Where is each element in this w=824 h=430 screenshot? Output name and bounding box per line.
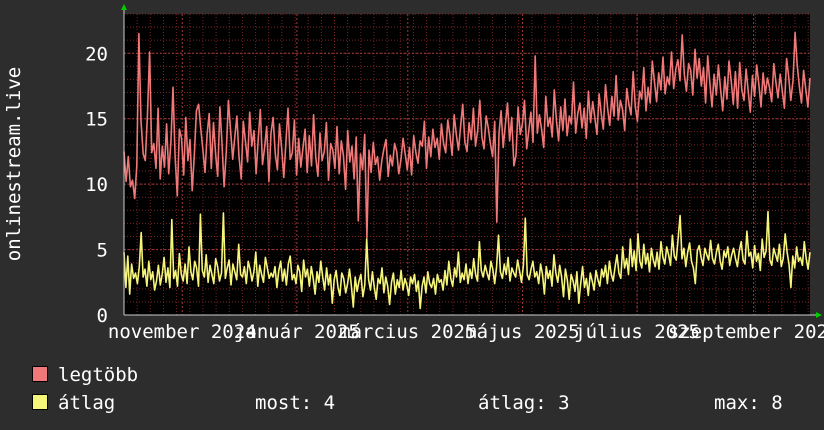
series-line-avg [123,210,811,310]
y-tick-label: 5 [97,240,108,262]
legend-row-max: legtöbb [32,362,812,390]
y-tick-label: 15 [85,109,108,131]
y-tick-label: 20 [85,43,108,65]
legend-swatch-avg [32,394,48,410]
x-tick-label: január 2025 [234,321,360,343]
x-tick-label: július 2025 [574,321,700,343]
series-line-max [123,31,811,239]
legend: legtöbb átlag most: 4 átlag: 3 max: 8 [32,362,812,418]
legend-row-avg: átlag most: 4 átlag: 3 max: 8 [32,390,812,418]
legend-label-avg: átlag [58,392,116,414]
stat-average: átlag: 3 [478,392,570,414]
x-tick-label: március 2025 [339,321,476,343]
legend-label-max: legtöbb [58,364,139,386]
x-axis-arrow [816,312,822,318]
y-tick-label: 0 [97,305,108,327]
y-axis-label: onlinestream.live [3,67,25,261]
y-axis-arrow [121,4,127,10]
legend-swatch-max [32,366,48,382]
x-tick-label: május 2025 [465,321,579,343]
y-tick-label: 10 [85,174,108,196]
x-tick-label: november 2024 [108,321,257,343]
stat-current: most: 4 [255,392,336,414]
stat-max: max: 8 [714,392,783,414]
x-tick-label: szeptember 2025 [668,321,824,343]
